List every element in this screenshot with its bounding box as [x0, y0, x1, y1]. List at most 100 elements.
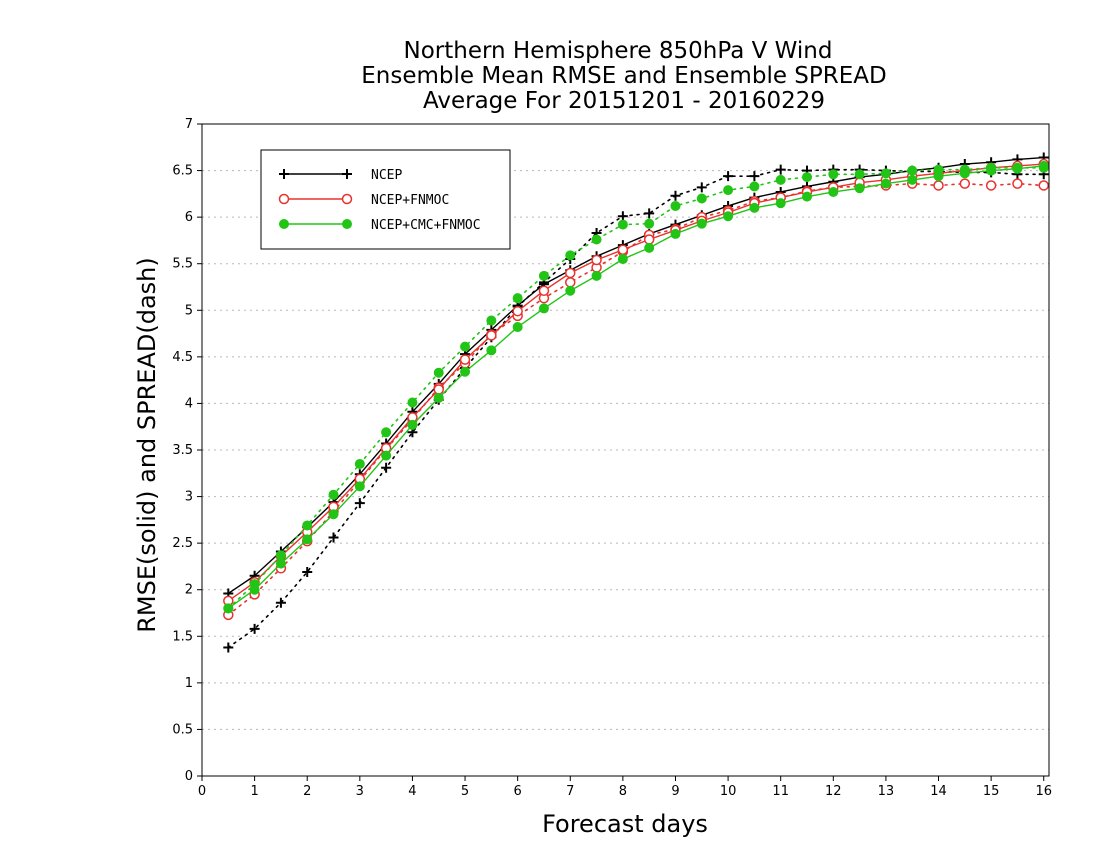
- spread-point: [696, 182, 707, 193]
- spread-point: [854, 169, 865, 180]
- y-tick-label: 2: [185, 583, 193, 598]
- spread-point: [670, 190, 681, 201]
- rmse-point: [512, 305, 523, 317]
- spread-point: [985, 180, 997, 191]
- x-tick-label: 9: [671, 784, 679, 799]
- y-tick-label: 0.5: [172, 722, 193, 737]
- rmse-point: [959, 168, 970, 179]
- spread-point: [749, 171, 760, 182]
- legend: NCEP NCEP+FNMOC NCEP+CMC+FNMOC: [260, 149, 511, 250]
- rmse-point: [591, 254, 602, 266]
- x-tick-label: 16: [1035, 784, 1052, 799]
- spread-point: [696, 193, 707, 204]
- spread-point: [328, 489, 339, 500]
- rmse-point: [670, 228, 681, 239]
- y-axis: 0 0.5 1 1.5 2 2.5 3 3.5 4 4.5 5 5.5 6 6.5 7: [172, 117, 202, 784]
- x-tick-label: 15: [983, 784, 1000, 799]
- y-tick-label: 6: [185, 210, 193, 225]
- spread-point: [381, 462, 392, 473]
- rmse-point: [538, 285, 550, 296]
- rmse-point: [354, 481, 365, 492]
- x-tick-label: 2: [303, 784, 311, 799]
- spread-point: [1038, 180, 1049, 191]
- x-tick-label: 6: [514, 784, 522, 799]
- rmse-point: [907, 174, 918, 185]
- rmse-point: [223, 603, 234, 614]
- rmse-point: [486, 330, 497, 341]
- spread-point: [617, 219, 628, 230]
- rmse-point: [433, 384, 444, 395]
- y-tick-label: 2.5: [172, 536, 193, 551]
- title-line-2: Ensemble Mean RMSE and Ensemble SPREAD: [361, 63, 886, 89]
- rmse-point: [828, 186, 839, 197]
- spread-point: [433, 367, 444, 378]
- spread-point: [644, 218, 655, 229]
- rmse-point: [644, 242, 655, 253]
- spread-point: [749, 181, 760, 192]
- spread-point: [381, 427, 392, 438]
- spread-point: [538, 270, 549, 281]
- spread-point: [617, 211, 628, 222]
- title-line-1: Northern Hemisphere 850hPa V Wind: [404, 38, 833, 64]
- spread-point: [670, 200, 681, 211]
- x-tick-label: 8: [619, 784, 627, 799]
- spread-point: [460, 341, 471, 352]
- chart-title: Northern Hemisphere 850hPa V Wind Ensemb…: [361, 38, 886, 114]
- rmse-point: [538, 303, 549, 314]
- spread-point: [354, 498, 365, 509]
- x-tick-label: 12: [825, 784, 842, 799]
- spread-point: [723, 185, 734, 196]
- rmse-point: [696, 218, 707, 229]
- series-layer: [223, 152, 1049, 653]
- legend-label: NCEP: [371, 168, 402, 183]
- x-tick-label: 5: [461, 784, 469, 799]
- title-line-3: Average For 20151201 - 20160229: [423, 88, 825, 114]
- rmse-point: [723, 211, 734, 222]
- spread-point: [828, 169, 839, 180]
- spread-point: [565, 250, 576, 261]
- rmse-point: [460, 366, 471, 377]
- spread-point: [723, 171, 734, 182]
- rmse-point: [275, 558, 286, 569]
- rmse-point: [565, 267, 576, 279]
- rmse-point: [775, 198, 786, 209]
- y-tick-label: 3.5: [172, 443, 193, 458]
- rmse-point: [802, 191, 812, 202]
- y-tick-label: 7: [185, 117, 193, 132]
- spread-point: [328, 532, 339, 543]
- spread-point: [880, 168, 891, 179]
- rmse-point: [459, 354, 471, 365]
- rmse-point: [328, 509, 339, 520]
- legend-marker: [279, 219, 289, 229]
- legend-marker: [341, 193, 353, 205]
- rmse-point: [512, 322, 523, 333]
- spread-point: [802, 172, 812, 183]
- rmse-point: [591, 270, 602, 281]
- spread-point: [275, 550, 286, 561]
- x-tick-label: 4: [408, 784, 416, 799]
- rmse-point: [407, 419, 418, 430]
- y-tick-label: 4.5: [172, 350, 193, 365]
- y-tick-label: 5: [185, 303, 193, 318]
- rmse-point: [565, 285, 576, 296]
- rmse-point: [302, 534, 313, 545]
- rmse-point: [249, 584, 260, 595]
- rmse-point: [617, 254, 628, 265]
- y-tick-label: 1: [185, 676, 193, 691]
- y-tick-label: 5.5: [172, 257, 193, 272]
- rmse-point: [617, 244, 629, 255]
- spread-point: [223, 642, 234, 653]
- spread-point: [907, 165, 918, 176]
- x-axis-label: Forecast days: [542, 810, 708, 838]
- y-tick-label: 3: [185, 490, 193, 505]
- y-tick-label: 6.5: [172, 164, 193, 179]
- spread-point: [302, 567, 313, 578]
- rmse-point: [486, 345, 497, 356]
- rmse-point: [880, 178, 891, 189]
- x-tick-label: 3: [356, 784, 364, 799]
- spread-point: [249, 623, 260, 634]
- legend-marker: [278, 193, 290, 205]
- spread-point: [354, 458, 365, 469]
- spread-point: [275, 597, 286, 608]
- spread-point: [1012, 178, 1023, 189]
